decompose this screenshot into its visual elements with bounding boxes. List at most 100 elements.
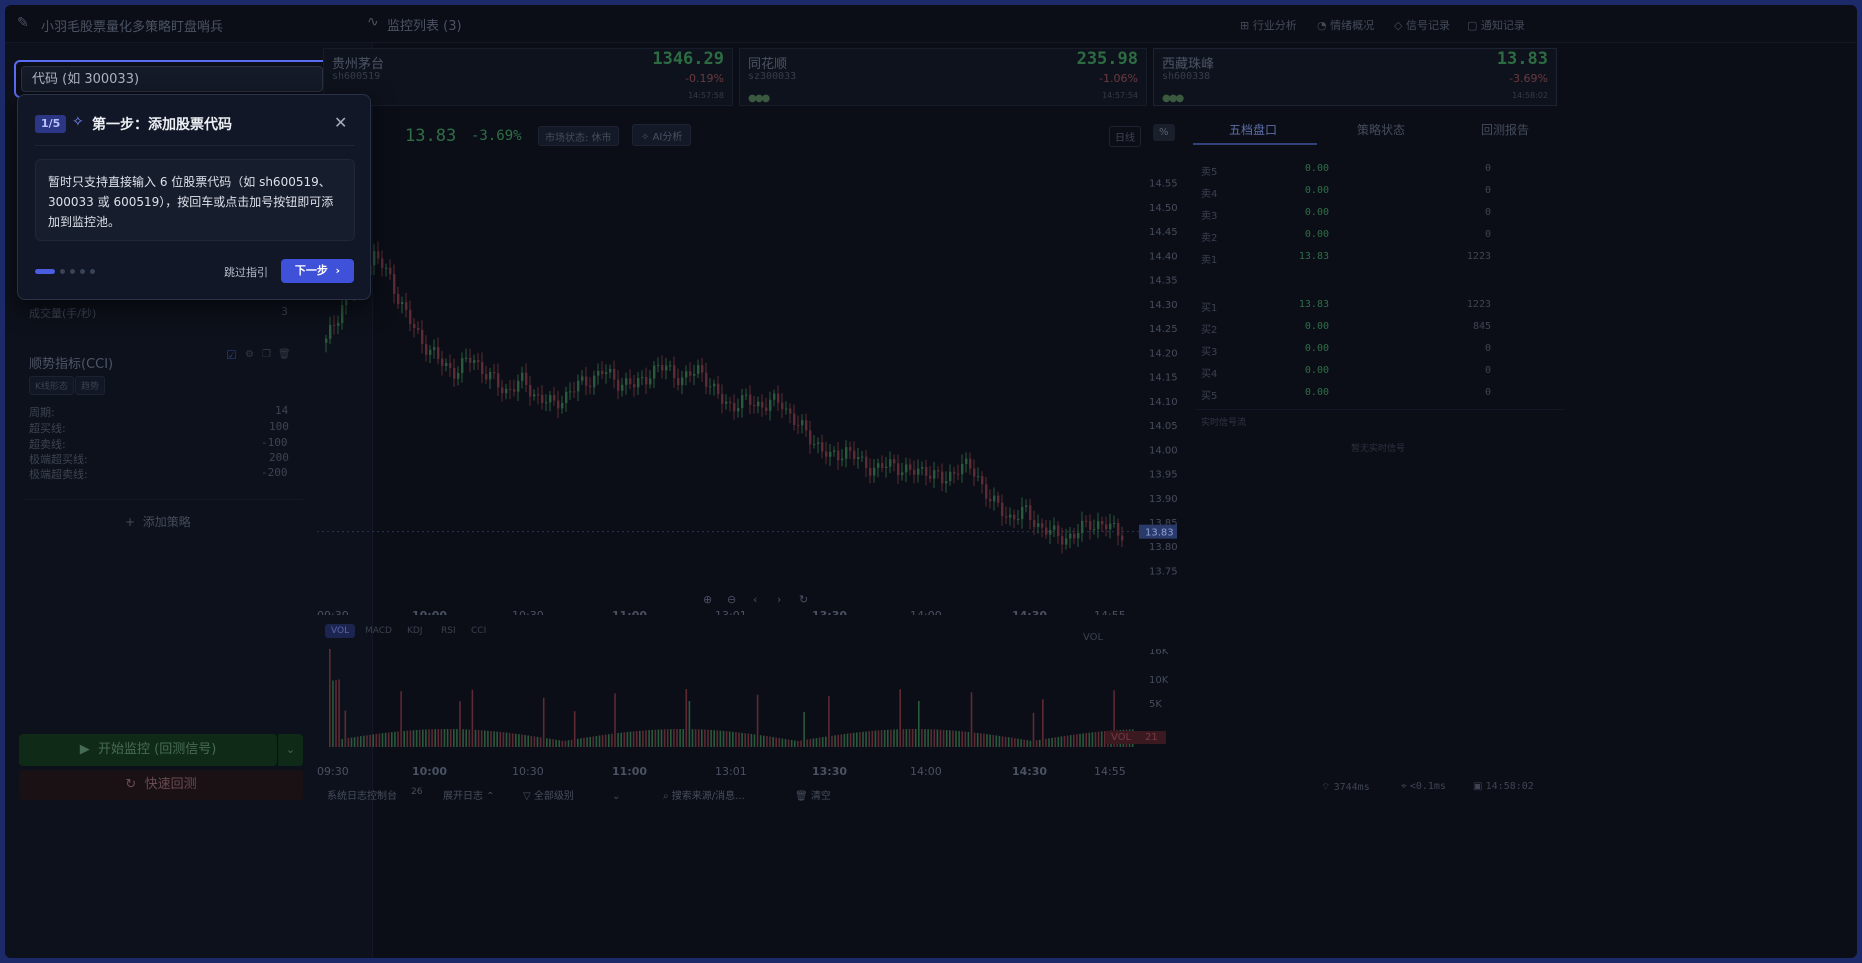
candle-body (685, 371, 688, 378)
volume-bar (384, 732, 387, 747)
candle-body (453, 368, 456, 379)
volume-bar (676, 729, 678, 747)
indicator-tab-macd[interactable]: MACD (365, 626, 392, 636)
enable-checkbox[interactable]: ☑ (226, 348, 237, 362)
candle-body (493, 372, 496, 374)
next-step-label: 下一步 (294, 264, 328, 277)
tab-backtest-report[interactable]: 回测报告 (1481, 123, 1530, 137)
candle-body (549, 395, 552, 403)
order-book-row: 买3 0.00 0 (1201, 339, 1491, 361)
candle-body (1021, 506, 1024, 519)
notify-log-link[interactable]: ▢ 通知记录 (1467, 19, 1525, 32)
volume-bar (936, 729, 939, 747)
order-book-vol: 0 (1484, 207, 1491, 218)
add-strategy-button[interactable]: + 添加策略 (125, 515, 191, 529)
start-options-chevron-icon[interactable]: ⌄ (277, 734, 303, 766)
tab-order-book[interactable]: 五档盘口 (1229, 123, 1278, 137)
stock-card-selected[interactable]: 西藏珠峰 sh600338 13.83 -3.69% 14:58:02 ●●● (1153, 48, 1557, 106)
candle-body (633, 384, 636, 388)
param-value[interactable]: 200 (269, 451, 289, 464)
volume-bar (474, 729, 477, 747)
time-tick-label: 10:30 (512, 609, 544, 615)
copy-icon[interactable]: ❐ (262, 349, 271, 360)
volume-bar (1048, 738, 1050, 747)
candle-body (489, 372, 492, 380)
pan-right-icon[interactable]: › (777, 593, 782, 606)
signal-log-link[interactable]: ◇ 信号记录 (1394, 19, 1450, 32)
volume-chart[interactable]: 20K16K10K5K09:3010:0010:3011:0013:0113:3… (317, 649, 1177, 777)
order-book-label: 买1 (1201, 303, 1218, 314)
next-step-button[interactable]: 下一步 › (281, 259, 354, 283)
param-value[interactable]: 100 (269, 420, 289, 433)
log-search-input[interactable]: ⌕ 搜索来源/消息... (663, 791, 745, 802)
volume-bar (890, 729, 892, 747)
candle-body (741, 395, 744, 409)
volume-bar (939, 729, 942, 747)
expand-log-button[interactable]: 展开日志 ⌃ (443, 791, 495, 802)
order-book-price: 0.00 (1304, 387, 1329, 398)
candle-body (977, 476, 980, 478)
param-label: 极端超卖线: (29, 468, 88, 481)
candle-body (1013, 514, 1016, 520)
volume-bar (790, 739, 793, 747)
param-value[interactable]: -100 (261, 436, 288, 449)
ai-analysis-button[interactable]: ✧ AI分析 (632, 124, 692, 146)
candle-body (925, 466, 928, 476)
indicator-tab-kdj[interactable]: KDJ (407, 626, 423, 636)
close-icon[interactable]: ✕ (334, 113, 348, 132)
zoom-out-icon[interactable]: ⊖ (727, 593, 737, 606)
indicator-tab-vol[interactable]: VOL (325, 624, 356, 638)
divider (23, 499, 303, 500)
volume-bar (843, 734, 846, 747)
price-tick-label: 14.00 (1149, 445, 1177, 456)
candle-body (805, 420, 808, 431)
clear-log-button[interactable]: 🗑 清空 (795, 791, 831, 802)
volume-bar (480, 730, 483, 747)
quick-backtest-button[interactable]: ↻ 快速回测 (19, 770, 303, 800)
candle-body (769, 399, 772, 411)
volume-bar (657, 729, 660, 747)
price-tick-label: 14.35 (1149, 276, 1177, 287)
zoom-in-icon[interactable]: ⊕ (703, 593, 713, 606)
volume-bar (877, 730, 880, 747)
volume-bar (728, 731, 731, 747)
sentiment-link[interactable]: ◔ 情绪概况 (1317, 19, 1375, 32)
guide-step-badge: 1/5 (35, 115, 67, 133)
pan-left-icon[interactable]: ‹ (753, 593, 758, 606)
volume-bar (670, 729, 672, 747)
param-value[interactable]: -200 (261, 466, 288, 479)
volume-bar (682, 729, 684, 747)
volume-bar (567, 740, 570, 747)
indicator-tab-cci[interactable]: CCI (471, 626, 487, 636)
stock-code-input[interactable] (21, 66, 323, 92)
stock-card[interactable]: 贵州茅台 sh600519 1346.29 -0.19% 14:57:58 ●● (323, 48, 733, 106)
candle-body (377, 251, 380, 259)
tab-strategy-status[interactable]: 策略状态 (1357, 123, 1406, 137)
stock-card[interactable]: 同花顺 sz300033 235.98 -1.06% 14:57:54 ●●● (739, 48, 1147, 106)
daily-toggle[interactable]: 日线 (1109, 126, 1141, 147)
volume-bar (713, 730, 715, 747)
start-monitor-button[interactable]: ▶ 开始监控 (回测信号) (19, 734, 277, 766)
param-value[interactable]: 14 (275, 404, 289, 417)
volume-bar (546, 738, 548, 747)
settings-icon[interactable]: ⚙ (245, 349, 254, 360)
candle-body (1037, 523, 1040, 527)
volume-bar (893, 729, 895, 747)
candle-body (1101, 521, 1104, 525)
candle-body (961, 463, 964, 475)
candle-body (821, 442, 824, 452)
candlestick-chart[interactable]: 14.55 14.50 14.45 14.40 14.35 14.30 14.25 14.20… (317, 155, 1177, 615)
progress-dot (80, 269, 85, 274)
delete-icon[interactable]: 🗑 (278, 349, 291, 360)
industry-analysis-link[interactable]: ⊞ 行业分析 (1240, 19, 1297, 32)
skip-guide-button[interactable]: 跳过指引 (224, 266, 268, 279)
indicator-tab-rsi[interactable]: RSI (441, 626, 456, 636)
volume-bar (1026, 740, 1029, 747)
level-select[interactable]: ▽ 全部级别 ⌄ (523, 791, 621, 802)
volume-time-label: 14:00 (910, 765, 942, 777)
reset-icon[interactable]: ↻ (799, 593, 809, 606)
order-book-vol: 0 (1484, 343, 1491, 354)
price-tick-label: 13.90 (1149, 494, 1177, 505)
volume-bar (1104, 731, 1106, 747)
percent-toggle[interactable]: % (1153, 124, 1175, 141)
